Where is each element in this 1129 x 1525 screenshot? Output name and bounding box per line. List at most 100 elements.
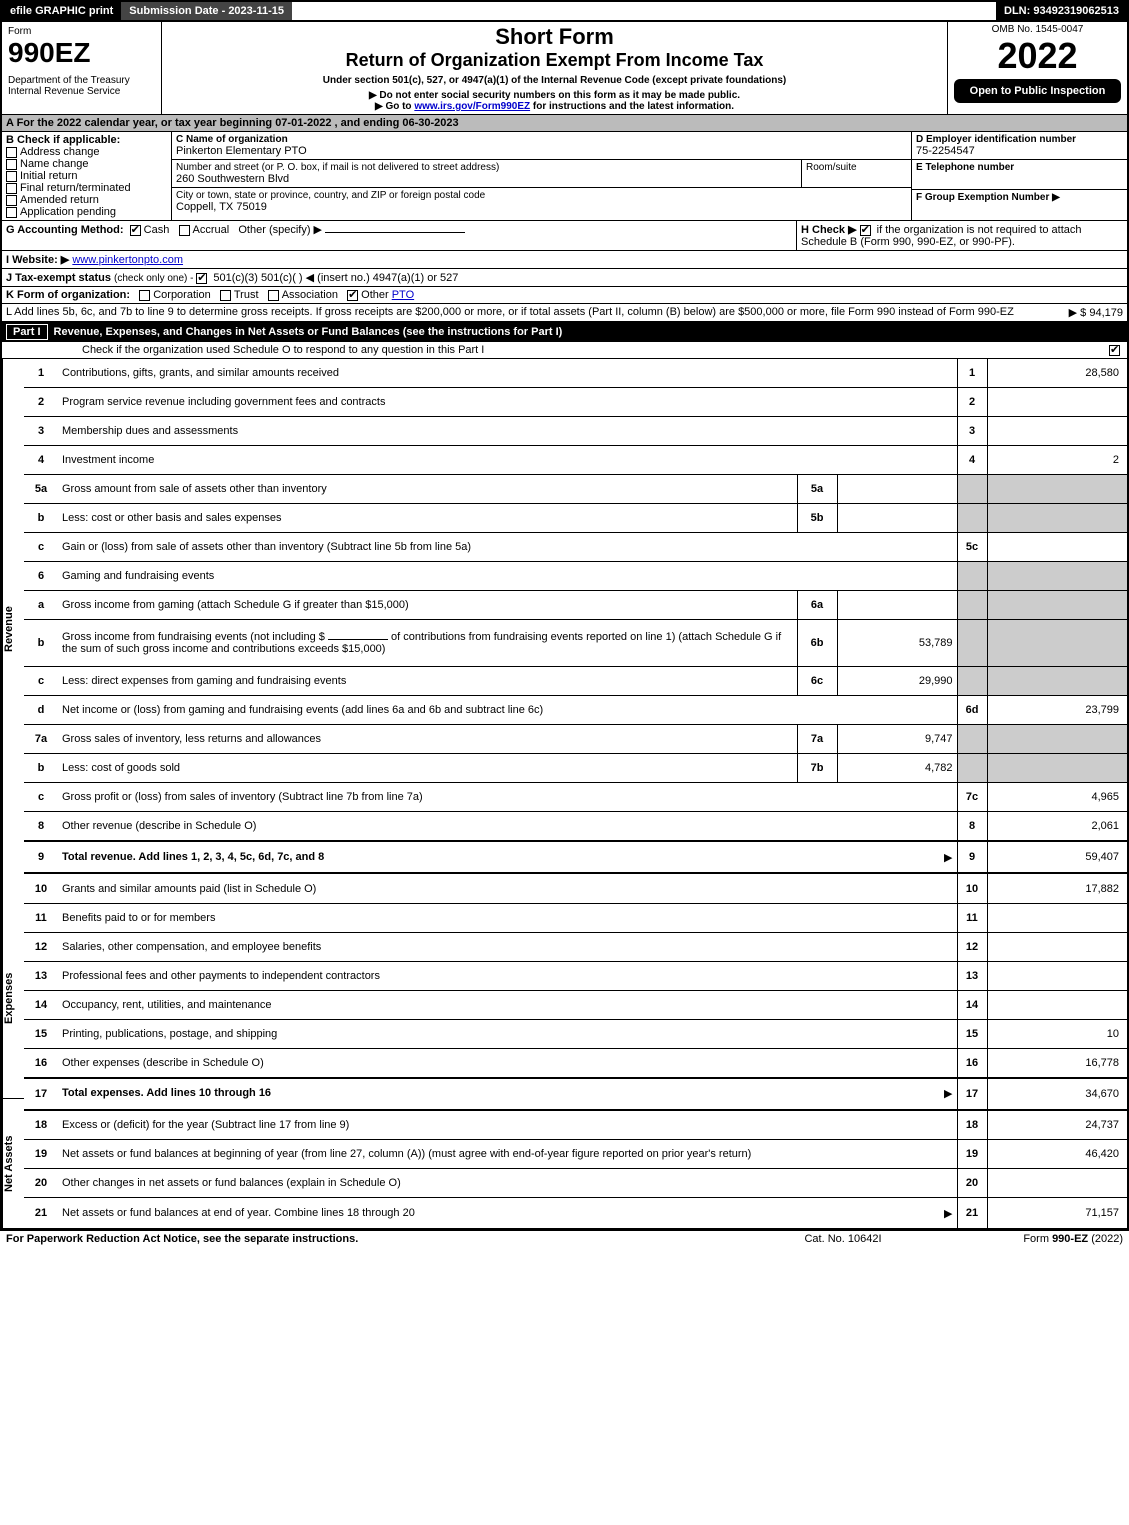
row-7b: bLess: cost of goods sold7b4,782	[24, 754, 1127, 783]
revenue-vlabel: Revenue	[2, 359, 24, 899]
part1-header: Part I Revenue, Expenses, and Changes in…	[2, 322, 1127, 342]
e-label: E Telephone number	[916, 162, 1123, 173]
subtitle: Under section 501(c), 527, or 4947(a)(1)…	[168, 75, 941, 86]
row-14: 14Occupancy, rent, utilities, and mainte…	[24, 990, 1127, 1019]
form-word: Form	[8, 26, 155, 37]
submission-date-label: Submission Date - 2023-11-15	[121, 2, 292, 20]
org-city: Coppell, TX 75019	[176, 201, 907, 213]
row-5c: cGain or (loss) from sale of assets othe…	[24, 532, 1127, 561]
row-19: 19Net assets or fund balances at beginni…	[24, 1140, 1127, 1169]
row-10: 10Grants and similar amounts paid (list …	[24, 873, 1127, 903]
irs-link[interactable]: www.irs.gov/Form990EZ	[414, 101, 530, 112]
row-4: 4Investment income42	[24, 445, 1127, 474]
g-other-input[interactable]	[325, 232, 465, 233]
dept-treasury: Department of the Treasury	[8, 75, 155, 86]
goto-link[interactable]: ▶ Go to www.irs.gov/Form990EZ for instru…	[168, 101, 941, 112]
expenses-vlabel: Expenses	[2, 899, 24, 1099]
k-other-value[interactable]: PTO	[392, 289, 414, 301]
k-trust-checkbox[interactable]	[220, 290, 231, 301]
footer-left: For Paperwork Reduction Act Notice, see …	[6, 1233, 743, 1245]
c-city-label: City or town, state or province, country…	[176, 190, 907, 201]
g-other-label: Other (specify) ▶	[238, 224, 322, 236]
section-b: B Check if applicable: Address change Na…	[2, 132, 172, 220]
l-amount: ▶ $ 94,179	[1069, 306, 1123, 319]
section-i: I Website: ▶ www.pinkertonpto.com	[2, 251, 1127, 268]
k-label: K Form of organization:	[6, 289, 130, 301]
title-return: Return of Organization Exempt From Incom…	[168, 50, 941, 71]
f-label: F Group Exemption Number ▶	[916, 192, 1123, 203]
dept-irs: Internal Revenue Service	[8, 86, 155, 97]
form-header: Form 990EZ Department of the Treasury In…	[2, 22, 1127, 115]
title-short-form: Short Form	[168, 24, 941, 50]
footer-cat: Cat. No. 10642I	[743, 1233, 943, 1245]
row-7c: cGross profit or (loss) from sales of in…	[24, 783, 1127, 812]
b-opt-final[interactable]: Final return/terminated	[6, 182, 167, 194]
j-label: J Tax-exempt status	[6, 272, 111, 284]
room-label: Room/suite	[801, 160, 911, 187]
g-cash-checkbox[interactable]	[130, 225, 141, 236]
b-opt-initial[interactable]: Initial return	[6, 170, 167, 182]
form-number: 990EZ	[8, 37, 155, 69]
ein-value: 75-2254547	[916, 145, 1123, 157]
netassets-vlabel: Net Assets	[2, 1099, 24, 1229]
section-j: J Tax-exempt status (check only one) - 5…	[2, 269, 1127, 286]
row-6b: bGross income from fundraising events (n…	[24, 619, 1127, 666]
section-h: H Check ▶ if the organization is not req…	[797, 221, 1127, 250]
part1-table-wrapper: Revenue Expenses Net Assets 1Contributio…	[2, 359, 1127, 1229]
section-k: K Form of organization: Corporation Trus…	[2, 287, 1127, 303]
b-opt-amended[interactable]: Amended return	[6, 194, 167, 206]
b-label: B Check if applicable:	[6, 134, 167, 146]
part1-check-line: Check if the organization used Schedule …	[2, 342, 1127, 358]
k-assoc-checkbox[interactable]	[268, 290, 279, 301]
tax-year: 2022	[954, 35, 1121, 77]
top-bar: efile GRAPHIC print Submission Date - 20…	[2, 2, 1127, 22]
g-accrual-checkbox[interactable]	[179, 225, 190, 236]
b-opt-name[interactable]: Name change	[6, 158, 167, 170]
d-label: D Employer identification number	[916, 134, 1123, 145]
row-1: 1Contributions, gifts, grants, and simil…	[24, 359, 1127, 387]
row-2: 2Program service revenue including gover…	[24, 387, 1127, 416]
row-6c: cLess: direct expenses from gaming and f…	[24, 667, 1127, 696]
bcdef-block: B Check if applicable: Address change Na…	[2, 132, 1127, 221]
row-17: 17Total expenses. Add lines 10 through 1…	[24, 1078, 1127, 1110]
row-7a: 7aGross sales of inventory, less returns…	[24, 725, 1127, 754]
row-12: 12Salaries, other compensation, and empl…	[24, 932, 1127, 961]
section-g: G Accounting Method: Cash Accrual Other …	[2, 221, 797, 250]
k-corp-checkbox[interactable]	[139, 290, 150, 301]
b-opt-pending[interactable]: Application pending	[6, 206, 167, 218]
section-c: C Name of organization Pinkerton Element…	[172, 132, 912, 220]
i-label: I Website: ▶	[6, 254, 69, 266]
topbar-spacer	[292, 2, 996, 20]
part1-title: Revenue, Expenses, and Changes in Net As…	[54, 326, 563, 338]
org-name: Pinkerton Elementary PTO	[176, 145, 907, 157]
efile-print-label[interactable]: efile GRAPHIC print	[2, 2, 121, 20]
l-text: L Add lines 5b, 6c, and 7b to line 9 to …	[6, 306, 1014, 318]
website-link[interactable]: www.pinkertonpto.com	[72, 254, 183, 266]
j-note: (check only one) -	[114, 273, 196, 284]
page-footer: For Paperwork Reduction Act Notice, see …	[0, 1231, 1129, 1247]
row-8: 8Other revenue (describe in Schedule O)8…	[24, 812, 1127, 842]
line-a: A For the 2022 calendar year, or tax yea…	[2, 115, 1127, 131]
c-name-label: C Name of organization	[176, 134, 907, 145]
row-6: 6Gaming and fundraising events	[24, 561, 1127, 590]
j-501c3-checkbox[interactable]	[196, 273, 207, 284]
c-addr-label: Number and street (or P. O. box, if mail…	[176, 162, 797, 173]
k-other-checkbox[interactable]	[347, 290, 358, 301]
header-left: Form 990EZ Department of the Treasury In…	[2, 22, 162, 114]
row-3: 3Membership dues and assessments3	[24, 416, 1127, 445]
row-6d: dNet income or (loss) from gaming and fu…	[24, 696, 1127, 725]
part1-table: 1Contributions, gifts, grants, and simil…	[24, 359, 1127, 1229]
row-5a: 5aGross amount from sale of assets other…	[24, 474, 1127, 503]
open-to-public: Open to Public Inspection	[954, 79, 1121, 103]
j-opts: 501(c)(3) 501(c)( ) ◀ (insert no.) 4947(…	[213, 272, 458, 284]
b-opt-address[interactable]: Address change	[6, 146, 167, 158]
section-l: L Add lines 5b, 6c, and 7b to line 9 to …	[2, 304, 1127, 321]
org-address: 260 Southwestern Blvd	[176, 173, 797, 185]
header-right: OMB No. 1545-0047 2022 Open to Public In…	[947, 22, 1127, 114]
header-center: Short Form Return of Organization Exempt…	[162, 22, 947, 114]
form-page: efile GRAPHIC print Submission Date - 20…	[0, 0, 1129, 1231]
schedule-o-checkbox[interactable]	[1109, 345, 1120, 356]
h-checkbox[interactable]	[860, 225, 871, 236]
omb-number: OMB No. 1545-0047	[954, 24, 1121, 35]
dln-label: DLN: 93492319062513	[996, 2, 1127, 20]
